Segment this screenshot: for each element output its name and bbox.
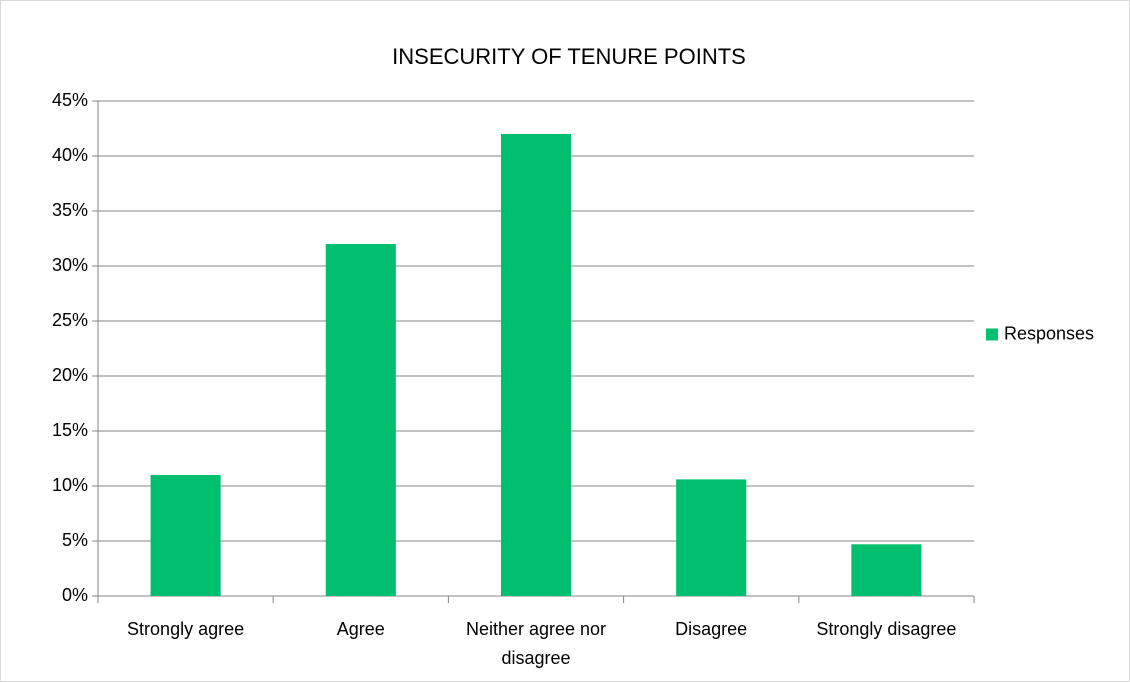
x-tick-label: Neither agree nor disagree <box>465 619 607 668</box>
y-tick-label: 15% <box>52 420 88 440</box>
legend-swatch <box>986 328 998 341</box>
legend-label: Responses <box>1004 323 1094 343</box>
bar <box>500 134 572 596</box>
bar <box>325 244 396 596</box>
x-tick-label: Agree <box>336 619 385 639</box>
y-tick-label: 30% <box>52 255 88 275</box>
y-tick-label: 25% <box>52 310 88 330</box>
x-tick-label: Strongly agree <box>127 619 245 639</box>
y-tick-label: 45% <box>52 90 88 110</box>
bar <box>676 479 747 596</box>
x-tick-label: Disagree <box>675 619 748 639</box>
y-tick-label: 40% <box>52 145 88 165</box>
x-tick-label: Strongly disagree <box>816 619 957 639</box>
chart-title: INSECURITY OF TENURE POINTS <box>392 44 746 69</box>
bar <box>150 475 221 596</box>
y-tick-label: 35% <box>52 200 88 220</box>
y-tick-label: 0% <box>62 585 88 605</box>
bar <box>851 544 922 596</box>
y-tick-label: 20% <box>52 365 88 385</box>
y-tick-label: 5% <box>62 530 88 550</box>
y-tick-label: 10% <box>52 475 88 495</box>
